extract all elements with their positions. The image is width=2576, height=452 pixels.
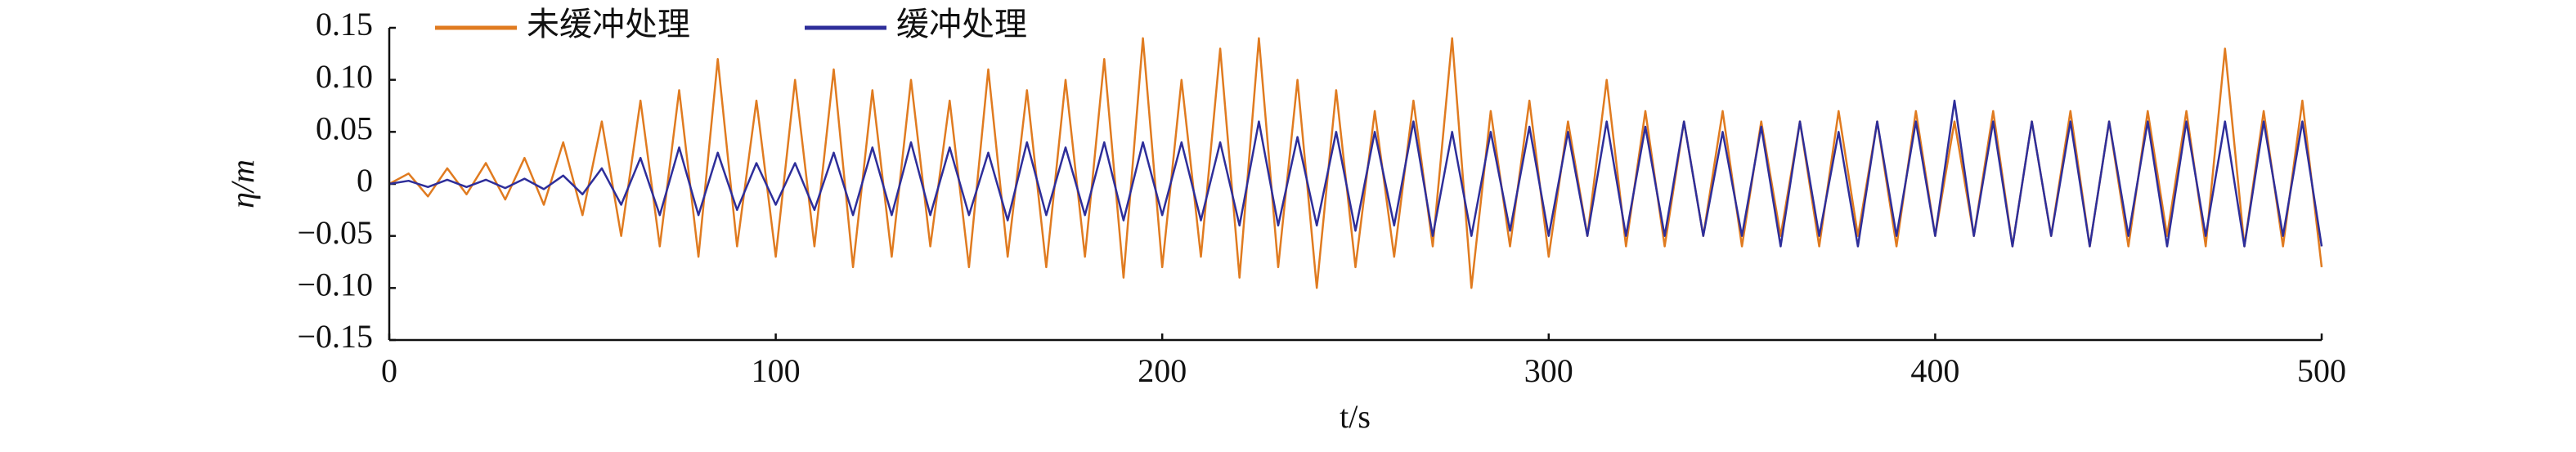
x-tick-label: 400 [1910, 352, 1959, 389]
y-tick-label: −0.05 [297, 214, 373, 251]
y-tick-label: −0.15 [297, 318, 373, 355]
x-tick-label: 300 [1524, 352, 1573, 389]
y-tick-label: 0 [357, 162, 373, 199]
y-tick-label: −0.10 [297, 266, 373, 303]
y-axis-label: η/m [224, 159, 261, 208]
series-line [388, 99, 2323, 248]
y-tick-label: 0.10 [316, 58, 373, 95]
x-tick-label: 200 [1138, 352, 1187, 389]
x-tick-label: 500 [2297, 352, 2346, 389]
legend-label: 未缓冲处理 [527, 6, 690, 43]
x-axis-label: t/s [1340, 398, 1371, 435]
y-tick-label: 0.05 [316, 110, 373, 147]
series-line [388, 37, 2323, 289]
x-tick-label: 100 [752, 352, 801, 389]
legend-label: 缓冲处理 [896, 6, 1027, 43]
y-tick-label: 0.15 [316, 6, 373, 43]
x-tick-label: 0 [381, 352, 397, 389]
